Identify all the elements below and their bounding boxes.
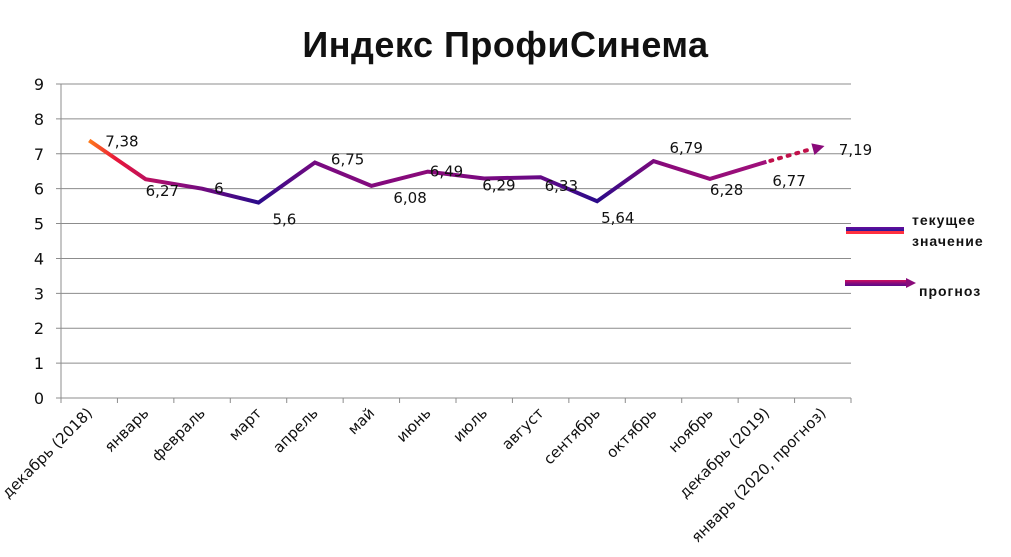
legend-item-forecast: прогноз	[845, 278, 981, 299]
legend-label-current-1: текущее	[912, 212, 976, 228]
forecast-arrow-icon	[811, 143, 825, 155]
y-tick-label: 1	[34, 354, 44, 373]
x-tick-label: июль	[449, 404, 491, 446]
data-label: 6	[214, 180, 224, 198]
x-tick-label: сентябрь	[540, 404, 604, 468]
legend: текущее значение прогноз	[845, 212, 984, 299]
x-tick-label: январь	[101, 404, 153, 456]
y-tick-label: 0	[34, 389, 44, 408]
data-label: 6,77	[772, 172, 805, 190]
data-label: 6,75	[331, 151, 364, 169]
x-tick-label: март	[225, 404, 265, 444]
y-tick-label: 6	[34, 180, 44, 199]
legend-arrow-icon	[906, 278, 916, 288]
data-label: 7,38	[105, 133, 138, 151]
y-tick-label: 5	[34, 215, 44, 234]
forecast-line	[768, 143, 825, 163]
data-label: 6,49	[430, 163, 463, 181]
chart-title: Индекс ПрофиСинема	[0, 24, 1011, 66]
x-tick-label: август	[498, 404, 548, 454]
legend-swatch-forecast	[845, 280, 907, 286]
x-tick-label: апрель	[269, 404, 321, 456]
legend-label-forecast: прогноз	[919, 283, 981, 299]
x-tick-label: февраль	[148, 404, 209, 465]
legend-label-current-2: значение	[912, 233, 984, 249]
chart-title-text: Индекс ПрофиСинема	[302, 24, 709, 65]
legend-swatch-current	[846, 227, 904, 234]
data-label: 6,29	[482, 177, 515, 195]
data-label: 6,28	[710, 181, 743, 199]
y-tick-label: 8	[34, 110, 44, 129]
y-axis: 0 1 2 3 4 5 6 7 8 9	[34, 75, 44, 408]
gridlines	[56, 83, 851, 399]
x-tick-label: октябрь	[603, 404, 661, 462]
data-label: 5,6	[273, 211, 297, 229]
y-tick-label: 9	[34, 75, 44, 94]
x-tick-label: июнь	[393, 404, 435, 446]
data-label: 7,19	[839, 141, 872, 159]
data-label: 5,64	[601, 209, 634, 227]
x-tick-label: декабрь (2018)	[0, 404, 96, 502]
legend-item-current: текущее значение	[846, 212, 984, 249]
current-value-line	[88, 138, 767, 205]
x-tick-label: май	[344, 404, 378, 438]
data-label: 6,33	[545, 177, 578, 195]
data-label: 6,27	[146, 182, 179, 200]
x-tick-label: ноябрь	[665, 404, 717, 456]
data-labels: 7,38 6,27 6 5,6 6,75 6,086,49 6,29 6,33 5,64 6,79…	[105, 133, 872, 229]
y-tick-label: 7	[34, 145, 44, 164]
y-tick-label: 2	[34, 319, 44, 338]
data-label: 6,08	[393, 189, 426, 207]
y-tick-label: 3	[34, 284, 44, 303]
data-label: 6,79	[670, 139, 703, 157]
y-tick-label: 4	[34, 249, 44, 268]
